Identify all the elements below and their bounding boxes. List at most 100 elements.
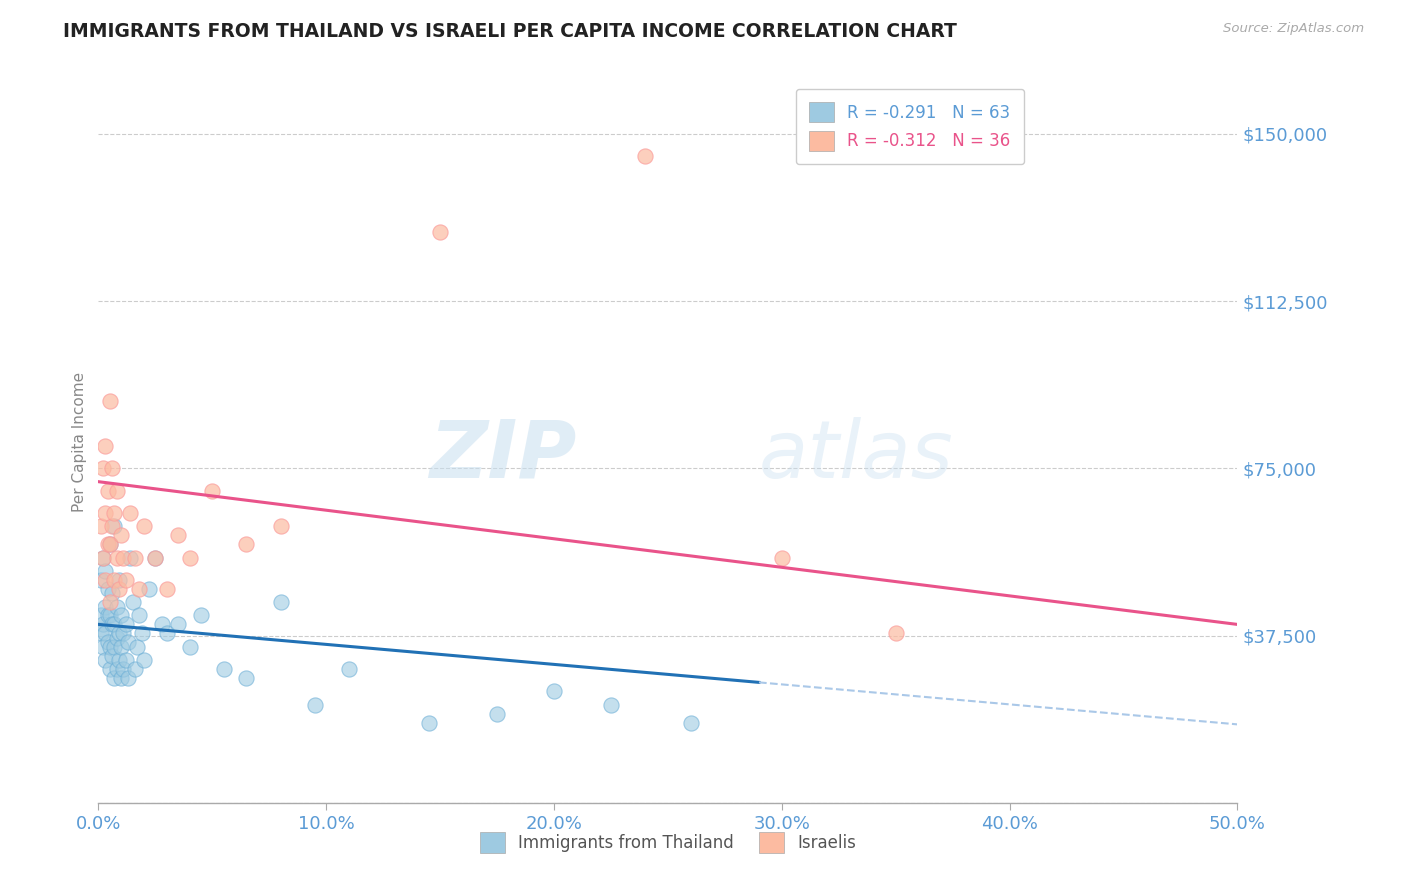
Y-axis label: Per Capita Income: Per Capita Income	[72, 371, 87, 512]
Point	[128, 608, 150, 623]
Text: atlas: atlas	[759, 417, 953, 495]
Point	[101, 617, 124, 632]
Point	[96, 582, 118, 596]
Point	[91, 461, 114, 475]
Point	[94, 506, 117, 520]
Point	[90, 519, 112, 533]
Point	[304, 698, 326, 712]
Point	[884, 626, 907, 640]
Point	[103, 506, 125, 520]
Point	[124, 662, 146, 676]
Point	[235, 671, 257, 685]
Point	[156, 582, 179, 596]
Point	[96, 608, 118, 623]
Point	[98, 595, 121, 609]
Point	[94, 626, 117, 640]
Point	[101, 586, 124, 600]
Point	[101, 648, 124, 663]
Point	[145, 550, 167, 565]
Point	[429, 225, 451, 239]
Point	[103, 573, 125, 587]
Point	[132, 653, 155, 667]
Point	[96, 483, 118, 498]
Point	[90, 626, 112, 640]
Point	[108, 626, 131, 640]
Point	[120, 506, 142, 520]
Point	[770, 550, 793, 565]
Point	[90, 608, 112, 623]
Point	[138, 582, 160, 596]
Point	[105, 631, 128, 645]
Point	[110, 640, 132, 654]
Point	[337, 662, 360, 676]
Point	[91, 617, 114, 632]
Point	[96, 635, 118, 649]
Point	[105, 662, 128, 676]
Point	[110, 671, 132, 685]
Point	[167, 617, 190, 632]
Point	[94, 573, 117, 587]
Point	[212, 662, 235, 676]
Legend: Immigrants from Thailand, Israelis: Immigrants from Thailand, Israelis	[472, 826, 863, 860]
Point	[90, 573, 112, 587]
Point	[418, 715, 440, 730]
Point	[94, 439, 117, 453]
Point	[486, 706, 509, 721]
Point	[600, 698, 623, 712]
Text: IMMIGRANTS FROM THAILAND VS ISRAELI PER CAPITA INCOME CORRELATION CHART: IMMIGRANTS FROM THAILAND VS ISRAELI PER …	[63, 22, 957, 41]
Point	[91, 640, 114, 654]
Point	[121, 595, 143, 609]
Point	[112, 550, 135, 565]
Point	[103, 519, 125, 533]
Point	[679, 715, 702, 730]
Point	[112, 662, 135, 676]
Text: ZIP: ZIP	[429, 417, 576, 495]
Point	[131, 626, 153, 640]
Point	[110, 528, 132, 542]
Point	[98, 662, 121, 676]
Point	[103, 640, 125, 654]
Point	[96, 537, 118, 551]
Point	[270, 595, 292, 609]
Point	[108, 573, 131, 587]
Point	[235, 537, 257, 551]
Point	[112, 626, 135, 640]
Point	[190, 608, 212, 623]
Point	[167, 528, 190, 542]
Point	[103, 671, 125, 685]
Point	[110, 608, 132, 623]
Point	[156, 626, 179, 640]
Point	[94, 653, 117, 667]
Text: Source: ZipAtlas.com: Source: ZipAtlas.com	[1223, 22, 1364, 36]
Point	[105, 599, 128, 614]
Point	[543, 684, 565, 698]
Point	[105, 483, 128, 498]
Point	[91, 550, 114, 565]
Point	[101, 519, 124, 533]
Point	[127, 640, 149, 654]
Point	[201, 483, 224, 498]
Point	[132, 519, 155, 533]
Point	[124, 550, 146, 565]
Point	[120, 550, 142, 565]
Point	[103, 617, 125, 632]
Point	[179, 640, 201, 654]
Point	[108, 653, 131, 667]
Point	[94, 599, 117, 614]
Point	[145, 550, 167, 565]
Point	[150, 617, 173, 632]
Point	[105, 550, 128, 565]
Point	[101, 461, 124, 475]
Point	[98, 608, 121, 623]
Point	[117, 671, 139, 685]
Point	[98, 537, 121, 551]
Point	[270, 519, 292, 533]
Point	[114, 617, 136, 632]
Point	[128, 582, 150, 596]
Point	[108, 582, 131, 596]
Point	[114, 573, 136, 587]
Point	[98, 537, 121, 551]
Point	[98, 640, 121, 654]
Point	[98, 394, 121, 409]
Point	[94, 564, 117, 578]
